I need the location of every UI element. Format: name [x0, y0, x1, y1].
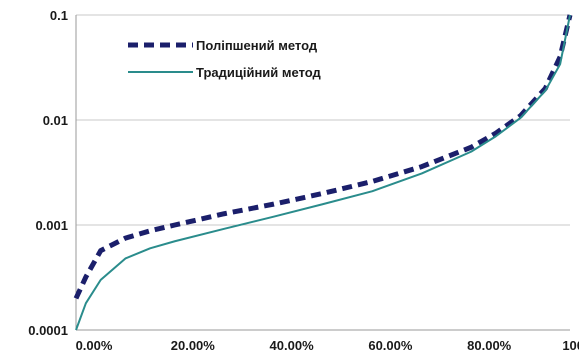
- y-tick-label-1: 0.001: [35, 218, 68, 233]
- x-tick-label-2: 40.00%: [270, 338, 315, 353]
- legend: Поліпшений метод Традиційний метод: [128, 38, 322, 80]
- x-tick-label-0: 0.00%: [76, 338, 113, 353]
- legend-label-improved: Поліпшений метод: [196, 38, 318, 53]
- x-tick-label-5: 100.00%: [562, 338, 579, 353]
- x-tick-label-4: 80.00%: [467, 338, 512, 353]
- y-tick-label-2: 0.01: [43, 113, 68, 128]
- x-tick-label-1: 20.00%: [171, 338, 216, 353]
- series-layer: [73, 14, 573, 331]
- y-tick-label-0: 0.0001: [28, 323, 68, 338]
- grid-layer: [76, 14, 570, 331]
- legend-label-traditional: Традиційний метод: [196, 65, 322, 80]
- tick-labels: 0.0001 0.001 0.01 0.1 0.00% 20.00% 40.00% 60.00…: [28, 8, 579, 353]
- y-tick-label-3: 0.1: [50, 8, 68, 23]
- series-line-improved: [73, 14, 573, 300]
- series-line-traditional: [75, 14, 571, 331]
- axis-layer: [75, 15, 570, 331]
- x-tick-label-3: 60.00%: [368, 338, 413, 353]
